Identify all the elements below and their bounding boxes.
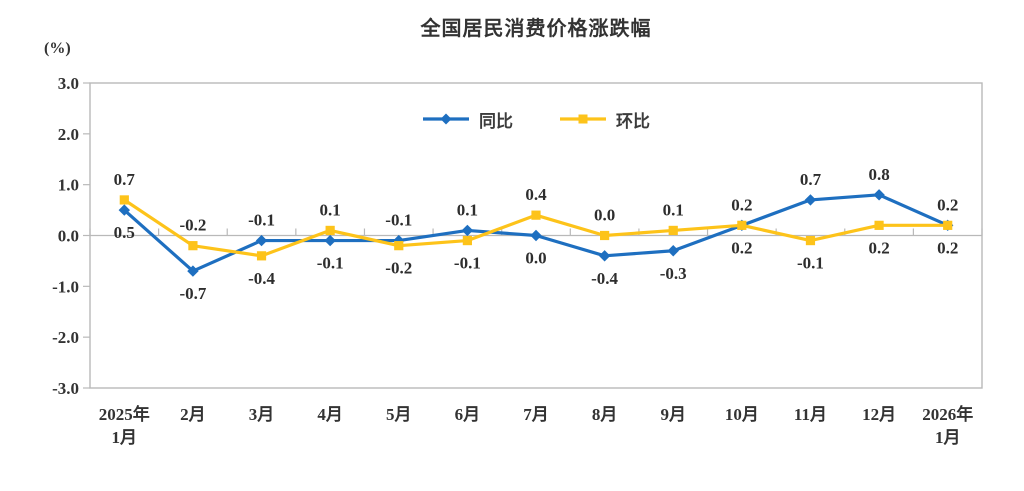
data-point-marker: [188, 241, 198, 251]
data-point-marker: [461, 224, 474, 237]
data-label: -0.1: [317, 254, 344, 273]
data-label: 0.7: [114, 170, 136, 189]
data-point-marker: [119, 195, 129, 205]
data-label: -0.1: [248, 211, 275, 230]
x-axis-label: 2月: [180, 405, 206, 424]
data-label: 0.1: [320, 200, 341, 219]
data-label: 0.0: [525, 249, 546, 268]
data-label: -0.4: [591, 269, 618, 288]
x-axis-label: 5月: [386, 405, 412, 424]
data-point-marker: [804, 194, 817, 206]
data-label: 0.1: [457, 200, 478, 219]
data-point-marker: [462, 235, 472, 246]
data-point-marker: [256, 251, 267, 261]
legend-label: 环比: [616, 111, 650, 131]
y-axis-tick-label: 2.0: [58, 125, 79, 144]
data-label: -0.4: [248, 269, 275, 288]
y-axis-tick-label: 1.0: [58, 176, 79, 195]
data-label: -0.1: [385, 211, 412, 230]
legend-label: 同比: [479, 111, 513, 131]
legend: 同比 环比: [90, 107, 982, 132]
data-label: 0.7: [800, 170, 822, 189]
data-label: -0.7: [179, 284, 206, 303]
x-axis-label: 12月: [862, 405, 896, 424]
x-axis-label: 4月: [317, 405, 343, 424]
x-axis-label: 2025年 1月: [99, 404, 150, 447]
x-axis-label: 3月: [249, 405, 275, 424]
legend-line-diamond-icon: [423, 113, 469, 125]
data-label: -0.2: [179, 216, 206, 235]
data-label: 0.8: [868, 165, 889, 184]
data-label: -0.1: [797, 254, 824, 273]
data-point-marker: [530, 229, 542, 242]
x-axis-label: 9月: [660, 405, 686, 424]
y-axis-tick-label: -1.0: [52, 277, 79, 296]
chart-title: 全国居民消费价格涨跌幅: [420, 18, 652, 40]
data-point-marker: [600, 230, 610, 241]
x-axis-label: 7月: [523, 405, 549, 424]
data-label: 0.0: [594, 206, 615, 225]
x-axis-label: 11月: [794, 405, 827, 424]
data-point-marker: [187, 265, 199, 277]
data-label: 0.4: [525, 185, 547, 204]
data-label: -0.1: [454, 254, 481, 273]
data-point-marker: [805, 235, 816, 246]
data-label: 0.2: [731, 195, 752, 214]
data-label: 0.5: [114, 223, 135, 242]
x-axis-label: 8月: [592, 405, 618, 424]
data-point-marker: [874, 220, 884, 230]
data-point-marker: [598, 250, 611, 262]
y-axis-tick-label: -3.0: [52, 379, 79, 398]
data-point-marker: [737, 220, 747, 230]
data-label: 0.2: [937, 238, 958, 257]
legend-line-square-icon: [560, 114, 606, 124]
data-label: 0.2: [868, 238, 889, 257]
legend-item-mom: 环比: [559, 107, 650, 132]
y-axis-unit-label: (%): [44, 40, 71, 57]
data-label: -0.2: [385, 259, 412, 278]
data-point-marker: [531, 210, 541, 220]
data-label: -0.3: [660, 264, 687, 283]
y-axis-tick-label: 0.0: [58, 227, 79, 246]
data-label: 0.1: [663, 200, 684, 219]
legend-item-yoy: 同比: [422, 107, 513, 132]
x-axis-label: 2026年 1月: [922, 404, 973, 447]
data-point-marker: [325, 225, 335, 236]
x-axis-label: 6月: [455, 405, 481, 424]
data-point-marker: [668, 225, 678, 236]
data-point-marker: [255, 234, 268, 247]
y-axis-tick-label: -2.0: [52, 328, 79, 347]
data-point-marker: [118, 204, 131, 216]
x-axis-label: 10月: [725, 405, 759, 424]
data-label: 0.2: [937, 195, 958, 214]
y-axis-tick-label: 3.0: [58, 74, 79, 93]
data-point-marker: [873, 189, 885, 201]
data-point-marker: [943, 220, 953, 230]
data-point-marker: [394, 241, 404, 251]
data-point-marker: [324, 234, 336, 247]
data-label: 0.2: [731, 238, 752, 257]
data-point-marker: [667, 245, 679, 257]
